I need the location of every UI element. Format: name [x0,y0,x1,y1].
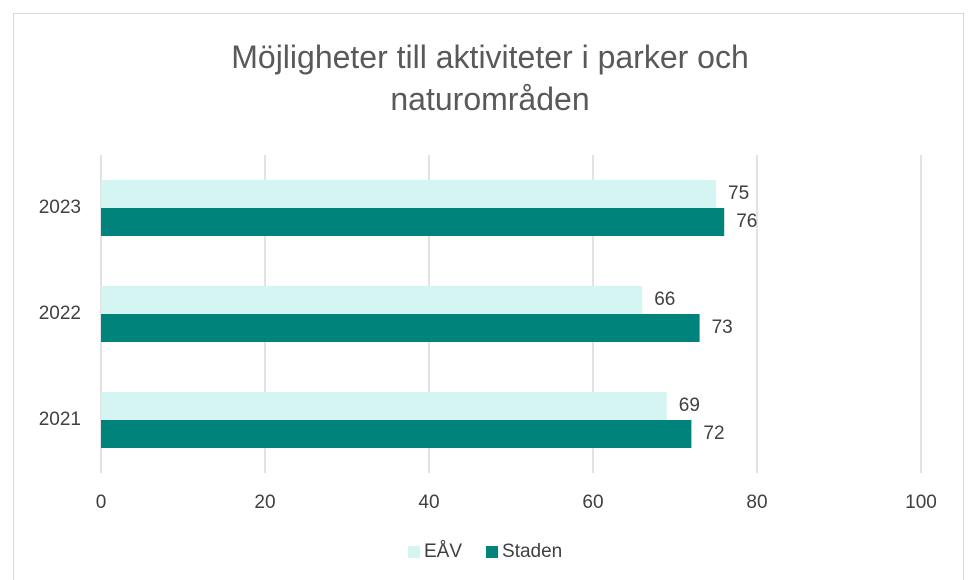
x-tick-label: 80 [746,492,767,513]
data-label: 76 [736,211,757,232]
x-tick-label: 100 [905,492,937,513]
bar [101,208,725,236]
y-tick-label: 2022 [39,303,81,324]
bar [101,392,667,420]
chart-border [13,13,964,580]
x-tick-label: 20 [254,492,275,513]
data-label: 66 [654,289,675,310]
bar [101,180,716,208]
x-tick-label: 0 [96,492,107,513]
x-tick-label: 40 [418,492,439,513]
bar [101,314,700,342]
y-tick-label: 2023 [39,197,81,218]
data-label: 75 [728,183,749,204]
y-tick-label: 2021 [39,409,81,430]
legend-swatch [408,546,420,558]
legend-label: Staden [502,541,562,562]
legend-swatch [486,546,499,558]
x-tick-label: 60 [582,492,603,513]
chart-title: Möjligheter till aktiviteter i parker oc… [231,39,749,117]
legend-label: EÅV [424,541,462,562]
data-label: 73 [712,317,733,338]
bar [101,420,692,448]
data-label: 72 [703,423,724,444]
bar [101,286,643,314]
data-label: 69 [679,395,700,416]
